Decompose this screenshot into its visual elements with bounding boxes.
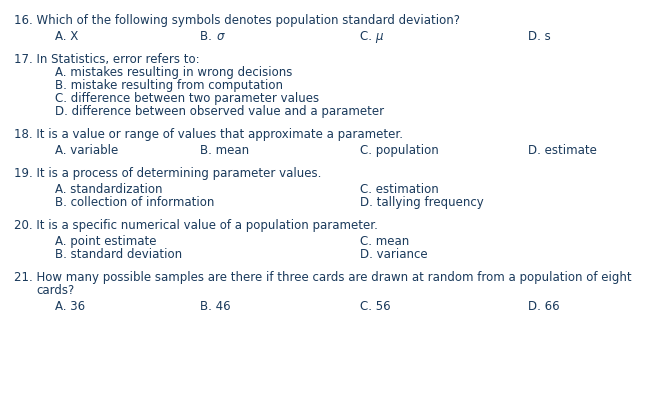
Text: C.: C. [360,30,376,43]
Text: cards?: cards? [36,284,74,297]
Text: D. 66: D. 66 [528,300,559,313]
Text: μ: μ [375,30,382,43]
Text: 21. How many possible samples are there if three cards are drawn at random from : 21. How many possible samples are there … [14,271,631,284]
Text: A. 36: A. 36 [55,300,85,313]
Text: C. estimation: C. estimation [360,183,439,196]
Text: A. standardization: A. standardization [55,183,163,196]
Text: D. tallying frequency: D. tallying frequency [360,196,484,209]
Text: 19. It is a process of determining parameter values.: 19. It is a process of determining param… [14,167,322,180]
Text: A. point estimate: A. point estimate [55,235,157,248]
Text: A. X: A. X [55,30,78,43]
Text: C. difference between two parameter values: C. difference between two parameter valu… [55,92,319,105]
Text: D. s: D. s [528,30,551,43]
Text: 18. It is a value or range of values that approximate a parameter.: 18. It is a value or range of values tha… [14,128,403,141]
Text: B. standard deviation: B. standard deviation [55,248,182,261]
Text: B. mean: B. mean [200,144,249,157]
Text: B. mistake resulting from computation: B. mistake resulting from computation [55,79,283,92]
Text: 16. Which of the following symbols denotes population standard deviation?: 16. Which of the following symbols denot… [14,14,460,27]
Text: A. mistakes resulting in wrong decisions: A. mistakes resulting in wrong decisions [55,66,292,79]
Text: σ: σ [217,30,224,43]
Text: D. difference between observed value and a parameter: D. difference between observed value and… [55,105,384,118]
Text: C. 56: C. 56 [360,300,391,313]
Text: D. estimate: D. estimate [528,144,597,157]
Text: 20. It is a specific numerical value of a population parameter.: 20. It is a specific numerical value of … [14,219,378,232]
Text: C. population: C. population [360,144,439,157]
Text: C. mean: C. mean [360,235,409,248]
Text: B. 46: B. 46 [200,300,230,313]
Text: B. collection of information: B. collection of information [55,196,214,209]
Text: A. variable: A. variable [55,144,119,157]
Text: 17. In Statistics, error refers to:: 17. In Statistics, error refers to: [14,53,200,66]
Text: B.: B. [200,30,216,43]
Text: D. variance: D. variance [360,248,428,261]
